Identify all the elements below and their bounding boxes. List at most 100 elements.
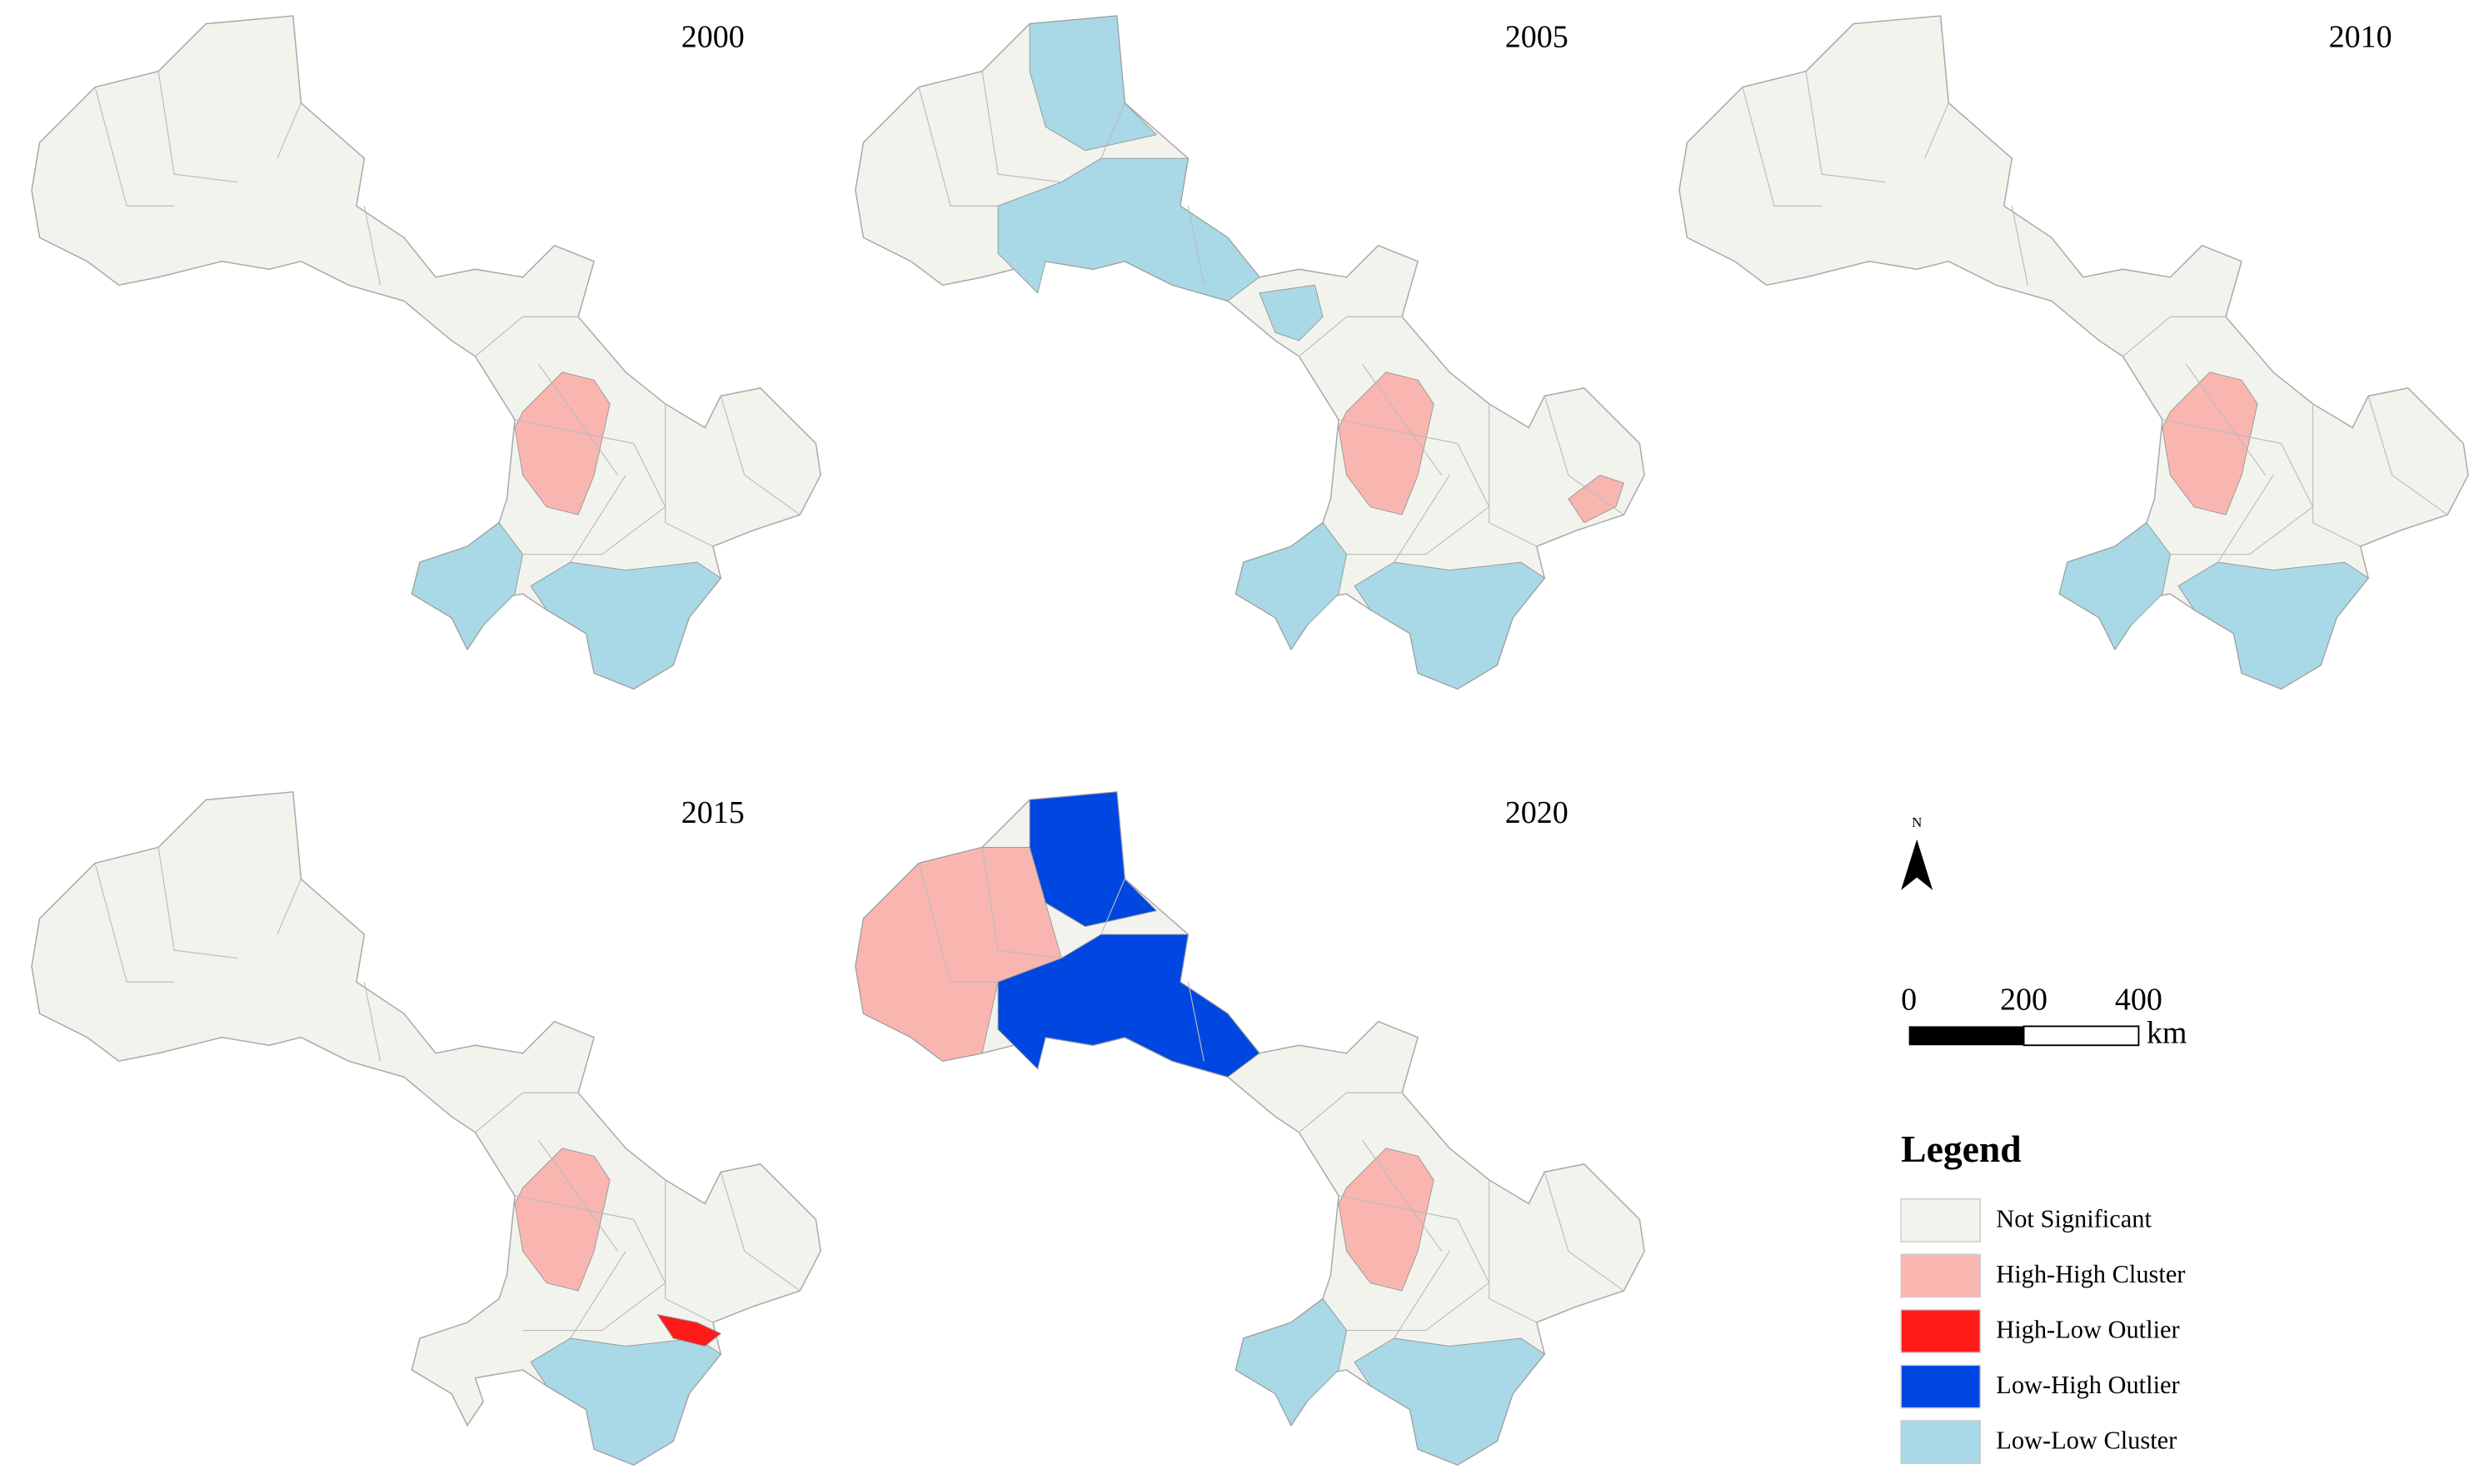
- county-border: [1805, 71, 1886, 183]
- county-border: [1362, 364, 1443, 476]
- year-label: 2015: [681, 795, 745, 830]
- county-border: [475, 316, 579, 357]
- county-border: [2186, 364, 2267, 476]
- county-border: [720, 396, 801, 515]
- county-border: [277, 102, 302, 159]
- county-border: [918, 87, 999, 207]
- county-border: [94, 863, 175, 983]
- county-border: [1187, 206, 1205, 286]
- county-border: [1742, 87, 1823, 207]
- map-panel: 2020: [855, 791, 1645, 1467]
- legend-swatch: [1900, 1364, 1981, 1409]
- county-border: [1489, 1179, 1537, 1323]
- scale-segment: [1908, 1026, 2024, 1046]
- legend-label: Not Significant: [1996, 1204, 2152, 1233]
- county-border: [2217, 475, 2274, 563]
- cluster-region: [1338, 1148, 1434, 1292]
- north-label: N: [1912, 814, 1922, 830]
- year-label: 2010: [2329, 19, 2392, 54]
- cluster-region: [514, 1148, 611, 1292]
- county-border: [2312, 403, 2361, 547]
- county-border: [1187, 982, 1205, 1062]
- scale-tick-label: 0: [1901, 983, 1917, 1018]
- legend-label: High-High Cluster: [1996, 1260, 2185, 1288]
- county-border: [363, 982, 381, 1062]
- cluster-region: [1235, 1297, 1348, 1427]
- county-border: [1299, 316, 1403, 357]
- scale-unit: km: [2147, 1016, 2187, 1051]
- map-panel: 2000: [31, 15, 821, 690]
- scale-tick-label: 400: [2115, 983, 2162, 1018]
- cluster-region: [530, 561, 722, 690]
- county-border: [1924, 102, 1949, 159]
- county-border: [2367, 396, 2448, 515]
- cluster-region: [997, 934, 1260, 1078]
- legend-label: Low-Low Cluster: [1996, 1427, 2177, 1455]
- county-border: [538, 1139, 619, 1252]
- scale-tick-label: 200: [2000, 983, 2048, 1018]
- county-border: [2122, 316, 2227, 357]
- cluster-region: [1354, 1337, 1545, 1466]
- map-panel: 2015: [31, 791, 821, 1467]
- north-arrow: N: [1901, 814, 1933, 890]
- cluster-region: [1259, 284, 1324, 341]
- legend-label: Low-High Outlier: [1996, 1371, 2179, 1399]
- cluster-region: [1029, 791, 1158, 928]
- county-border: [2011, 206, 2028, 286]
- cluster-region: [1235, 521, 1348, 650]
- map-panel: 2010: [1678, 15, 2469, 690]
- county-border: [1394, 1251, 1450, 1339]
- cluster-region: [656, 1313, 722, 1347]
- county-border: [94, 87, 175, 207]
- cluster-region: [1568, 475, 1624, 524]
- legend-label: High-Low Outlier: [1996, 1315, 2179, 1343]
- county-border: [665, 403, 714, 547]
- county-border: [918, 863, 999, 983]
- map-panel: 2005: [855, 15, 1645, 690]
- county-border: [1299, 1092, 1403, 1133]
- county-border: [1100, 102, 1125, 159]
- cluster-region: [411, 521, 524, 650]
- county-border: [277, 879, 302, 935]
- scale-bar: km 0 200 400: [1901, 983, 2187, 1051]
- county-border: [157, 847, 238, 959]
- county-border: [1100, 879, 1125, 935]
- cluster-region: [1029, 15, 1158, 152]
- year-label: 2000: [681, 19, 745, 54]
- cluster-region: [2162, 371, 2258, 515]
- legend: Legend Not Significant High-High Cluster H…: [1900, 1128, 2185, 1465]
- cluster-region: [2058, 521, 2171, 650]
- county-border: [720, 1172, 801, 1292]
- legend-swatch: [1900, 1309, 1981, 1353]
- county-border: [1489, 403, 1537, 547]
- cluster-region: [530, 1337, 722, 1466]
- year-label: 2005: [1505, 19, 1569, 54]
- year-label: 2020: [1505, 795, 1569, 830]
- cluster-region: [1354, 561, 1545, 690]
- legend-swatch: [1900, 1198, 1981, 1242]
- county-border: [570, 1251, 626, 1339]
- scale-segment: [2023, 1025, 2140, 1047]
- county-border: [363, 206, 381, 286]
- county-border: [1544, 1172, 1624, 1292]
- cluster-region: [514, 371, 611, 515]
- county-border: [475, 1092, 579, 1133]
- legend-title: Legend: [1901, 1128, 2022, 1170]
- county-border: [538, 364, 619, 476]
- county-border: [1544, 396, 1624, 515]
- county-border: [981, 71, 1062, 183]
- cluster-region: [2177, 561, 2369, 690]
- county-border: [981, 847, 1062, 959]
- county-border: [157, 71, 238, 183]
- county-border: [1394, 475, 1450, 563]
- cluster-region: [1338, 371, 1434, 515]
- county-border: [665, 1179, 714, 1323]
- county-border: [1362, 1139, 1443, 1252]
- cluster-region: [997, 157, 1260, 301]
- legend-swatch: [1900, 1253, 1981, 1298]
- county-border: [570, 475, 626, 563]
- north-arrow-icon: [1901, 839, 1933, 890]
- legend-swatch: [1900, 1420, 1981, 1465]
